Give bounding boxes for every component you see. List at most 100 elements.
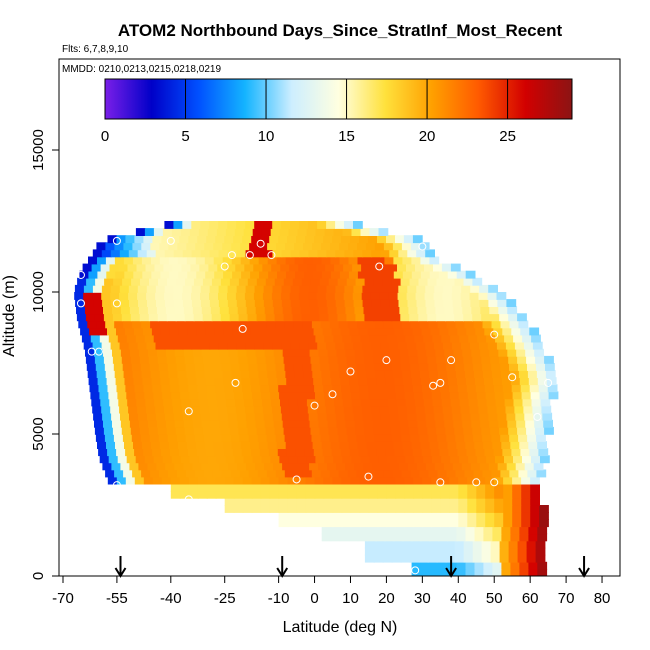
heatmap-cell <box>257 434 268 442</box>
heatmap-cell <box>447 533 458 542</box>
heatmap-cell <box>218 405 228 414</box>
heatmap-cell <box>207 228 218 236</box>
heatmap-cell <box>247 426 258 435</box>
heatmap-cell <box>450 455 460 464</box>
heatmap-cell <box>348 526 359 535</box>
heatmap-cell <box>112 355 123 364</box>
heatmap-cell <box>357 526 368 535</box>
heatmap-cell <box>188 483 199 492</box>
heatmap-cell <box>272 341 283 350</box>
heatmap-cell <box>472 554 483 563</box>
heatmap-cell <box>285 256 296 265</box>
heatmap-cell <box>269 384 279 393</box>
heatmap-cell <box>209 412 220 421</box>
heatmap-cell <box>515 462 526 471</box>
heatmap-cell <box>517 540 528 549</box>
plot-frame <box>58 58 621 577</box>
heatmap-cell <box>215 490 226 499</box>
heatmap-cell <box>259 327 270 336</box>
heatmap-cell <box>217 263 228 272</box>
heatmap-cell <box>292 313 303 322</box>
heatmap-cell <box>321 256 332 265</box>
heatmap-cell <box>236 284 247 293</box>
heatmap-cell <box>164 249 175 258</box>
heatmap-cell <box>442 405 453 414</box>
heatmap-cell <box>238 355 249 364</box>
heatmap-cell <box>281 249 292 258</box>
heatmap-cell <box>452 284 462 293</box>
heatmap-cell <box>294 242 304 251</box>
heatmap-cell <box>214 377 225 386</box>
heatmap-cell <box>376 377 386 386</box>
heatmap-cell <box>388 263 398 272</box>
heatmap-cell <box>508 547 519 556</box>
heatmap-cell <box>345 306 356 315</box>
heatmap-cell <box>242 476 253 485</box>
heatmap-cell <box>520 327 531 336</box>
heatmap-cell <box>539 391 550 400</box>
heatmap-cell <box>419 320 430 329</box>
heatmap-cell <box>430 377 440 386</box>
heatmap-cell <box>360 334 371 343</box>
heatmap-cell <box>410 320 421 329</box>
heatmap-cell <box>191 412 202 421</box>
heatmap-cell <box>366 533 377 542</box>
heatmap-cell <box>427 313 438 322</box>
heatmap-cell <box>213 320 223 329</box>
heatmap-cell <box>445 277 456 286</box>
heatmap-cell <box>234 334 245 343</box>
heatmap-cell <box>377 483 388 492</box>
heatmap-cell <box>519 568 530 576</box>
heatmap-cell <box>432 398 443 407</box>
heatmap-cell <box>354 462 364 471</box>
heatmap-cell <box>218 412 229 421</box>
heatmap-cell <box>439 384 450 393</box>
heatmap-cell <box>377 490 388 499</box>
heatmap-cell <box>404 490 415 499</box>
heatmap-cell <box>272 284 283 293</box>
heatmap-cell <box>298 263 308 272</box>
heatmap-cell <box>488 284 498 293</box>
heatmap-cell <box>440 476 450 485</box>
heatmap-cell <box>192 419 203 428</box>
heatmap-cell <box>383 469 394 478</box>
heatmap-cell <box>429 270 440 279</box>
heatmap-cell <box>183 419 194 428</box>
heatmap-cell <box>435 348 446 357</box>
heatmap-cell <box>359 505 370 513</box>
heatmap-cell <box>458 512 469 520</box>
heatmap-cell <box>431 490 442 499</box>
heatmap-cell <box>424 263 434 272</box>
heatmap-cell <box>330 256 341 265</box>
heatmap-cell <box>171 455 182 464</box>
heatmap-cell <box>173 405 183 414</box>
marker-circle <box>429 381 438 390</box>
heatmap-cell <box>249 370 260 378</box>
heatmap-cell <box>232 327 243 336</box>
heatmap-cell <box>238 277 249 286</box>
heatmap-cell <box>361 292 372 300</box>
heatmap-cell <box>167 363 178 371</box>
heatmap-cell <box>411 370 421 378</box>
x-axis-label: Latitude (deg N) <box>283 619 398 636</box>
heatmap-cell <box>231 256 242 265</box>
heatmap-cell <box>303 256 314 265</box>
heatmap-cell <box>402 441 413 449</box>
heatmap-cell <box>474 533 485 542</box>
heatmap-cell <box>237 348 248 357</box>
heatmap-cell <box>148 355 159 364</box>
heatmap-cell <box>200 299 211 307</box>
heatmap-cell <box>483 533 494 542</box>
heatmap-cell <box>151 327 162 336</box>
heatmap-cell <box>155 284 166 293</box>
heatmap-cell <box>171 391 182 400</box>
heatmap-cell <box>111 412 121 421</box>
heatmap-cell <box>312 256 323 265</box>
heatmap-cell <box>377 512 388 520</box>
heatmap-cell <box>325 263 335 272</box>
heatmap-cell <box>287 497 298 506</box>
heatmap-cell <box>123 242 134 251</box>
heatmap-cell <box>506 462 517 471</box>
heatmap-cell <box>496 292 507 300</box>
heatmap-cell <box>406 292 417 300</box>
